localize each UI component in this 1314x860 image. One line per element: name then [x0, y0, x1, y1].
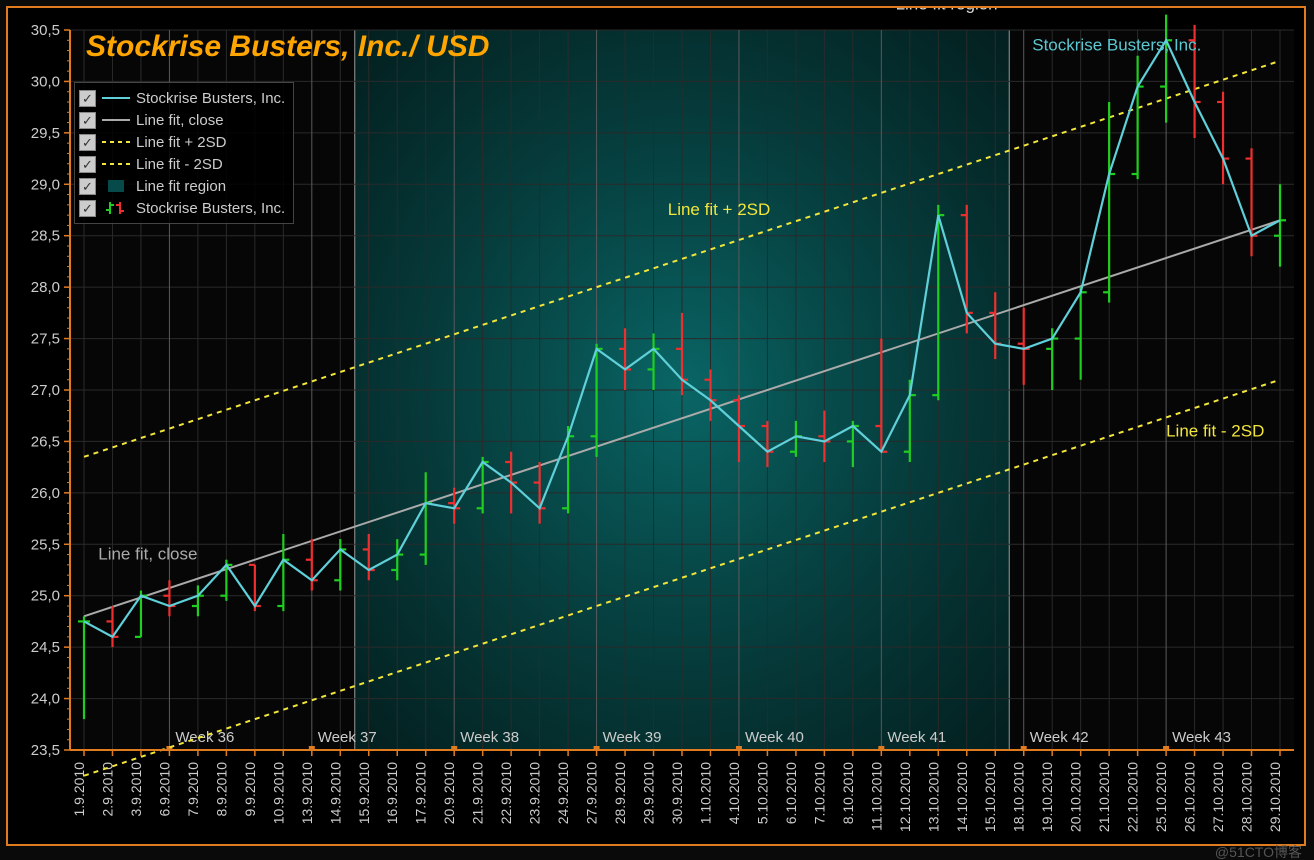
x-tick-label: 9.9.2010 [242, 762, 258, 817]
chart-title: Stockrise Busters, Inc./ USD [86, 30, 489, 64]
x-tick-label: 29.10.2010 [1267, 762, 1283, 832]
legend-label: Stockrise Busters, Inc. [136, 90, 285, 107]
legend-item[interactable]: ✓ Stockrise Busters, Inc. [79, 87, 285, 109]
x-tick-label: 15.9.2010 [356, 762, 372, 824]
week-label: Week 41 [887, 729, 946, 746]
x-tick-label: 1.10.2010 [697, 762, 713, 824]
x-tick-label: 13.10.2010 [925, 762, 941, 832]
x-tick-label: 1.9.2010 [71, 762, 87, 817]
x-tick-label: 11.10.2010 [868, 762, 884, 831]
y-tick-label: 29,0 [31, 176, 60, 193]
legend-label: Line fit - 2SD [136, 156, 223, 173]
y-tick-label: 28,0 [31, 279, 60, 296]
chart-annotation: Line fit + 2SD [668, 200, 771, 219]
x-tick-label: 17.9.2010 [413, 762, 429, 824]
x-tick-label: 25.10.2010 [1153, 762, 1169, 832]
x-tick-label: 21.9.2010 [470, 762, 486, 824]
y-tick-label: 30,5 [31, 22, 60, 39]
x-tick-label: 14.10.2010 [954, 762, 970, 832]
legend-checkbox[interactable]: ✓ [79, 200, 96, 217]
x-tick-label: 14.9.2010 [327, 762, 343, 824]
x-tick-label: 22.9.2010 [498, 762, 514, 824]
x-tick-label: 27.10.2010 [1210, 762, 1226, 832]
y-tick-label: 29,5 [31, 125, 60, 142]
x-tick-label: 15.10.2010 [982, 762, 998, 832]
legend-symbol [102, 200, 130, 216]
legend-checkbox[interactable]: ✓ [79, 156, 96, 173]
x-tick-label: 6.10.2010 [783, 762, 799, 824]
x-tick-label: 21.10.2010 [1096, 762, 1112, 832]
week-label: Week 38 [460, 729, 519, 746]
x-tick-label: 28.10.2010 [1239, 762, 1255, 832]
legend-label: Line fit region [136, 178, 226, 195]
legend-checkbox[interactable]: ✓ [79, 178, 96, 195]
legend-label: Line fit + 2SD [136, 134, 226, 151]
x-tick-label: 7.10.2010 [811, 762, 827, 824]
week-label: Week 40 [745, 729, 804, 746]
legend-symbol [102, 112, 130, 128]
week-label: Week 36 [175, 729, 234, 746]
legend-item[interactable]: ✓ Line fit + 2SD [79, 131, 285, 153]
y-tick-label: 25,0 [31, 588, 60, 605]
chart-annotation: Stockrise Busters, Inc. [1032, 36, 1201, 55]
legend-checkbox[interactable]: ✓ [79, 90, 96, 107]
legend-item[interactable]: ✓ Line fit - 2SD [79, 153, 285, 175]
week-label: Week 43 [1172, 729, 1231, 746]
week-label: Week 37 [318, 729, 377, 746]
x-tick-label: 10.9.2010 [270, 762, 286, 824]
x-tick-label: 26.10.2010 [1182, 762, 1198, 832]
week-label: Week 42 [1030, 729, 1089, 746]
legend-symbol [102, 134, 130, 150]
x-tick-label: 30.9.2010 [669, 762, 685, 824]
chart-annotation: Line fit, close [98, 545, 197, 564]
chart-annotation: Line fit region [896, 8, 998, 13]
x-tick-label: 27.9.2010 [584, 762, 600, 824]
x-tick-label: 12.10.2010 [897, 762, 913, 832]
y-tick-label: 24,5 [31, 639, 60, 656]
x-tick-label: 20.10.2010 [1068, 762, 1084, 832]
x-tick-label: 13.9.2010 [299, 762, 315, 824]
y-tick-label: 27,5 [31, 331, 60, 348]
x-tick-label: 18.10.2010 [1011, 762, 1027, 832]
legend-checkbox[interactable]: ✓ [79, 112, 96, 129]
y-tick-label: 26,0 [31, 485, 60, 502]
legend-label: Line fit, close [136, 112, 224, 129]
y-tick-label: 27,0 [31, 382, 60, 399]
legend-symbol [102, 178, 130, 194]
x-tick-label: 6.9.2010 [156, 762, 172, 817]
week-label: Week 39 [603, 729, 662, 746]
y-tick-label: 23,5 [31, 742, 60, 759]
chart-annotation: Line fit - 2SD [1166, 421, 1264, 440]
legend-item[interactable]: ✓ Line fit, close [79, 109, 285, 131]
x-tick-label: 20.9.2010 [441, 762, 457, 824]
x-tick-label: 16.9.2010 [384, 762, 400, 824]
chart-frame: Stockrise Busters, Inc./ USD ✓ Stockrise … [6, 6, 1306, 846]
x-tick-label: 7.9.2010 [185, 762, 201, 817]
legend-symbol [102, 156, 130, 172]
x-tick-label: 2.9.2010 [99, 762, 115, 817]
x-tick-label: 29.9.2010 [641, 762, 657, 824]
y-tick-label: 25,5 [31, 536, 60, 553]
legend-item[interactable]: ✓ Line fit region [79, 175, 285, 197]
x-tick-label: 28.9.2010 [612, 762, 628, 824]
legend-checkbox[interactable]: ✓ [79, 134, 96, 151]
x-tick-label: 8.10.2010 [840, 762, 856, 824]
x-tick-label: 5.10.2010 [754, 762, 770, 824]
x-tick-label: 22.10.2010 [1125, 762, 1141, 832]
watermark-text: @51CTO博客 [1215, 842, 1302, 860]
legend-symbol [102, 90, 130, 106]
x-tick-label: 8.9.2010 [213, 762, 229, 817]
x-tick-label: 24.9.2010 [555, 762, 571, 824]
y-tick-label: 28,5 [31, 228, 60, 245]
legend-item[interactable]: ✓ Stockrise Busters, Inc. [79, 197, 285, 219]
y-tick-label: 24,0 [31, 691, 60, 708]
y-tick-label: 30,0 [31, 73, 60, 90]
x-tick-label: 3.9.2010 [128, 762, 144, 817]
x-tick-label: 19.10.2010 [1039, 762, 1055, 832]
x-tick-label: 23.9.2010 [527, 762, 543, 824]
y-tick-label: 26,5 [31, 433, 60, 450]
x-tick-label: 4.10.2010 [726, 762, 742, 824]
legend-label: Stockrise Busters, Inc. [136, 200, 285, 217]
legend-panel: ✓ Stockrise Busters, Inc. ✓ Line fit, close… [74, 82, 294, 224]
